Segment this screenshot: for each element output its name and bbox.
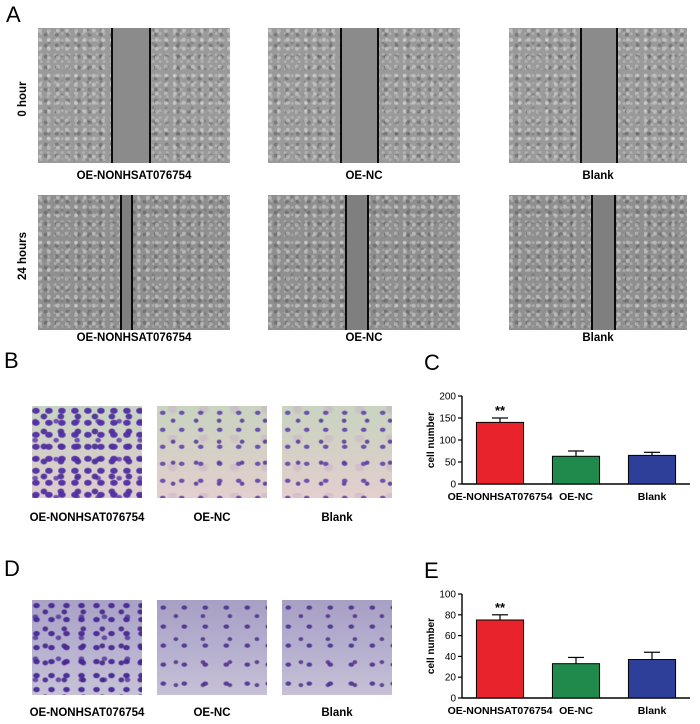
- chart-c-x-tick-label-0: OE-NONHSAT076754: [448, 491, 553, 503]
- chart-c-y-axis-label: cell number: [426, 412, 437, 468]
- caption-d-oe-nc: OE-NC: [193, 707, 231, 719]
- caption-a-24h-oe-nc: OE-NC: [345, 332, 383, 344]
- caption-a-0h-blank: Blank: [582, 170, 614, 182]
- chart-c-bar-2: [627, 454, 677, 485]
- chart-e-x-tick-label-2: Blank: [638, 705, 667, 717]
- chart-e-y-tick-label: 40: [445, 652, 457, 663]
- chart-e-bar-1: [551, 663, 601, 699]
- chart-e-y-tick-label: 100: [439, 590, 456, 601]
- chart-c-significance-label-0: **: [495, 403, 506, 418]
- caption-a-24h-blank: Blank: [582, 332, 614, 344]
- transwell-image-oe-nonhsat-d: [32, 600, 142, 695]
- row-label-0-hour: 0 hour: [17, 81, 29, 117]
- chart-e-y-tick-label: 60: [445, 631, 457, 642]
- chart-c-y-tick-label: 200: [439, 392, 456, 403]
- bar-chart-e: cell number 0 20 40 60 80 100 ** OE-NONHSAT07675…: [426, 590, 690, 717]
- chart-c-y-tick-label: 150: [439, 414, 456, 425]
- panel-label-b: B: [4, 348, 19, 373]
- wound-image-oe-nonhsat-24h: [38, 195, 230, 330]
- chart-c-y-tick-label: 100: [439, 436, 456, 447]
- wound-image-oe-nc-24h: [268, 195, 460, 330]
- caption-b-oe-nc: OE-NC: [193, 512, 231, 524]
- chart-c-y-tick-label: 0: [450, 480, 456, 491]
- caption-d-oe-nonhsat: OE-NONHSAT076754: [29, 707, 145, 719]
- panel-label-c: C: [424, 350, 440, 375]
- wound-image-blank-24h: [509, 195, 687, 330]
- chart-e-x-tick-label-0: OE-NONHSAT076754: [448, 705, 553, 717]
- transwell-image-blank-d: [282, 600, 392, 695]
- caption-b-blank: Blank: [321, 512, 353, 524]
- wound-image-oe-nonhsat-0h: [38, 28, 230, 163]
- chart-e-y-tick-label: 0: [450, 694, 456, 705]
- chart-c-x-tick-label-1: OE-NC: [559, 491, 593, 503]
- panel-label-d: D: [4, 556, 20, 581]
- transwell-image-oe-nc-b: [157, 406, 267, 498]
- caption-d-blank: Blank: [321, 707, 353, 719]
- chart-e-y-tick-label: 20: [445, 673, 457, 684]
- chart-e-bar-0: [475, 619, 525, 699]
- chart-e-bar-2: [627, 659, 677, 699]
- chart-e-x-tick-label-1: OE-NC: [559, 705, 593, 717]
- chart-e-significance-label-0: **: [495, 600, 506, 615]
- transwell-image-blank-b: [282, 406, 392, 498]
- chart-c-y-tick-label: 50: [445, 458, 457, 469]
- wound-image-oe-nc-0h: [268, 28, 460, 163]
- caption-a-24h-oe-nonhsat: OE-NONHSAT076754: [76, 332, 192, 344]
- transwell-image-oe-nc-d: [157, 600, 267, 695]
- chart-e-y-tick-label: 80: [445, 610, 457, 621]
- chart-c-bar-1: [551, 455, 601, 485]
- transwell-image-oe-nonhsat-b: [32, 406, 142, 498]
- caption-a-0h-oe-nc: OE-NC: [345, 170, 383, 182]
- chart-c-x-tick-label-2: Blank: [638, 491, 667, 503]
- wound-image-blank-0h: [509, 28, 687, 163]
- caption-a-0h-oe-nonhsat: OE-NONHSAT076754: [76, 170, 192, 182]
- bar-chart-c: cell number 0 50 100 150 200 ** OE-NONHSAT07675…: [426, 392, 690, 503]
- panel-label-e: E: [424, 558, 439, 583]
- row-label-24-hours: 24 hours: [17, 232, 29, 280]
- panel-label-a: A: [6, 2, 21, 27]
- chart-e-y-axis-label: cell number: [426, 618, 437, 674]
- chart-c-bar-0: [475, 421, 525, 485]
- caption-b-oe-nonhsat: OE-NONHSAT076754: [29, 512, 145, 524]
